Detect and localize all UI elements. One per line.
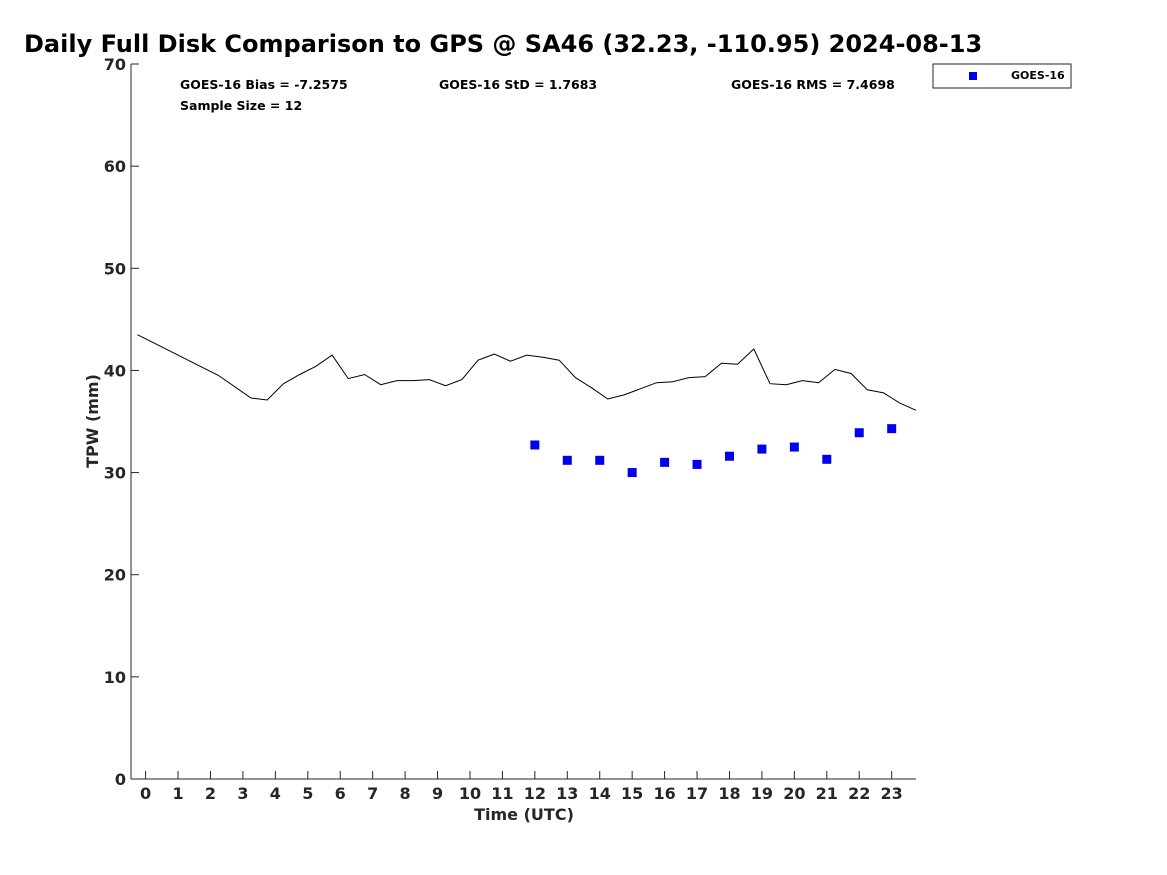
x-tick-label: 16 <box>653 784 675 803</box>
x-tick-label: 21 <box>816 784 838 803</box>
x-tick-label: 20 <box>783 784 805 803</box>
x-tick-label: 2 <box>205 784 216 803</box>
x-tick-label: 10 <box>459 784 481 803</box>
goes16-point <box>887 424 897 434</box>
goes16-point <box>789 442 799 452</box>
goes16-point <box>822 454 832 464</box>
x-tick-label: 4 <box>270 784 281 803</box>
x-tick-label: 12 <box>524 784 546 803</box>
x-tick-label: 13 <box>556 784 578 803</box>
goes16-point <box>757 444 767 454</box>
x-tick-label: 19 <box>751 784 773 803</box>
x-tick-label: 7 <box>367 784 378 803</box>
y-tick-label: 0 <box>115 770 126 789</box>
goes16-point <box>595 455 605 465</box>
y-tick-label: 20 <box>104 566 126 585</box>
legend-marker-goes16 <box>969 72 977 80</box>
goes16-point <box>724 451 734 461</box>
y-tick-label: 60 <box>104 157 126 176</box>
x-tick-label: 14 <box>589 784 611 803</box>
legend-box <box>932 63 1072 89</box>
std-annotation: GOES-16 StD = 1.7683 <box>439 77 597 92</box>
x-tick-label: 3 <box>237 784 248 803</box>
legend-label-goes16: GOES-16 <box>1011 69 1065 82</box>
x-axis-label: Time (UTC) <box>474 805 574 824</box>
x-tick-label: 8 <box>400 784 411 803</box>
x-tick-label: 5 <box>302 784 313 803</box>
goes16-point <box>854 428 864 438</box>
goes16-point <box>530 440 540 450</box>
plot-area <box>130 64 916 780</box>
y-tick-label: 70 <box>104 55 126 74</box>
y-tick-label: 10 <box>104 668 126 687</box>
goes16-point <box>562 455 572 465</box>
x-tick-label: 9 <box>432 784 443 803</box>
x-tick-label: 23 <box>881 784 903 803</box>
x-tick-label: 18 <box>718 784 740 803</box>
stats-annotations: GOES-16 Bias = -7.2575 GOES-16 StD = 1.7… <box>180 77 895 113</box>
chart-title: Daily Full Disk Comparison to GPS @ SA46… <box>24 30 982 58</box>
plot-frame <box>131 64 916 779</box>
bias-annotation: GOES-16 Bias = -7.2575 <box>180 77 348 92</box>
x-ticks: 0 1 2 3 4 5 6 7 8 9 10 11 12 13 14 15 16 17 18 19 20 21 22 23 <box>140 771 903 803</box>
goes16-point <box>692 459 702 469</box>
x-tick-label: 17 <box>686 784 708 803</box>
x-tick-label: 1 <box>172 784 183 803</box>
y-tick-label: 40 <box>104 361 126 380</box>
sample-size-annotation: Sample Size = 12 <box>180 98 302 113</box>
y-ticks: 0 10 20 30 40 50 60 70 <box>104 55 139 789</box>
x-tick-label: 6 <box>335 784 346 803</box>
legend: GOES-16 <box>932 63 1072 89</box>
x-tick-label: 22 <box>848 784 870 803</box>
y-tick-label: 30 <box>104 464 126 483</box>
goes16-point <box>660 457 670 467</box>
x-tick-label: 11 <box>491 784 513 803</box>
gps-line <box>137 334 917 411</box>
rms-annotation: GOES-16 RMS = 7.4698 <box>731 77 895 92</box>
y-tick-label: 50 <box>104 259 126 278</box>
goes16-point <box>627 468 637 478</box>
series-layer <box>137 334 917 478</box>
x-tick-label: 0 <box>140 784 151 803</box>
y-axis-label: TPW (mm) <box>83 374 102 468</box>
x-tick-label: 15 <box>621 784 643 803</box>
